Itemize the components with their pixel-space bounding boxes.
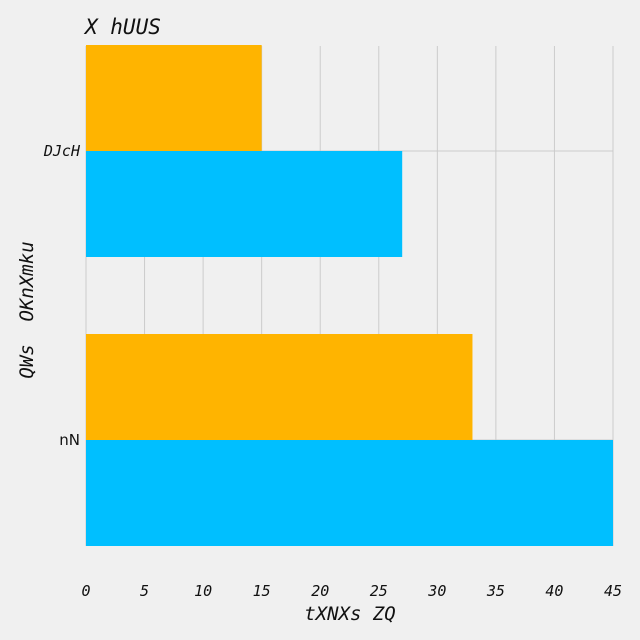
y-axis-label: QWs OKnXmku: [16, 241, 38, 378]
y-tick-labels: DJcH nN: [43, 142, 81, 449]
x-tick-labels: 0 5 10 15 20 25 30 35 40 45: [81, 582, 622, 600]
x-tick-label: 20: [311, 582, 329, 600]
x-tick-label: 30: [427, 582, 446, 600]
x-tick-label: 40: [545, 582, 563, 600]
y-tick-label: nN: [59, 431, 80, 449]
x-axis-label: tXNXs ZQ: [304, 603, 396, 625]
chart-title: X hUUS: [83, 15, 161, 39]
x-tick-label: 15: [253, 582, 271, 600]
x-tick-label: 10: [194, 582, 212, 600]
bar-DJcH-series-1: [86, 151, 403, 257]
x-tick-label: 45: [604, 582, 622, 600]
x-tick-label: 0: [81, 582, 90, 600]
bars: [86, 45, 613, 546]
x-tick-label: 25: [370, 582, 388, 600]
x-tick-label: 35: [486, 582, 505, 600]
bar-nN-series-2: [86, 334, 473, 440]
bar-DJcH-series-2: [86, 45, 262, 151]
y-tick-label: DJcH: [43, 142, 81, 160]
x-tick-label: 5: [140, 582, 149, 600]
bar-nN-series-1: [86, 440, 613, 546]
